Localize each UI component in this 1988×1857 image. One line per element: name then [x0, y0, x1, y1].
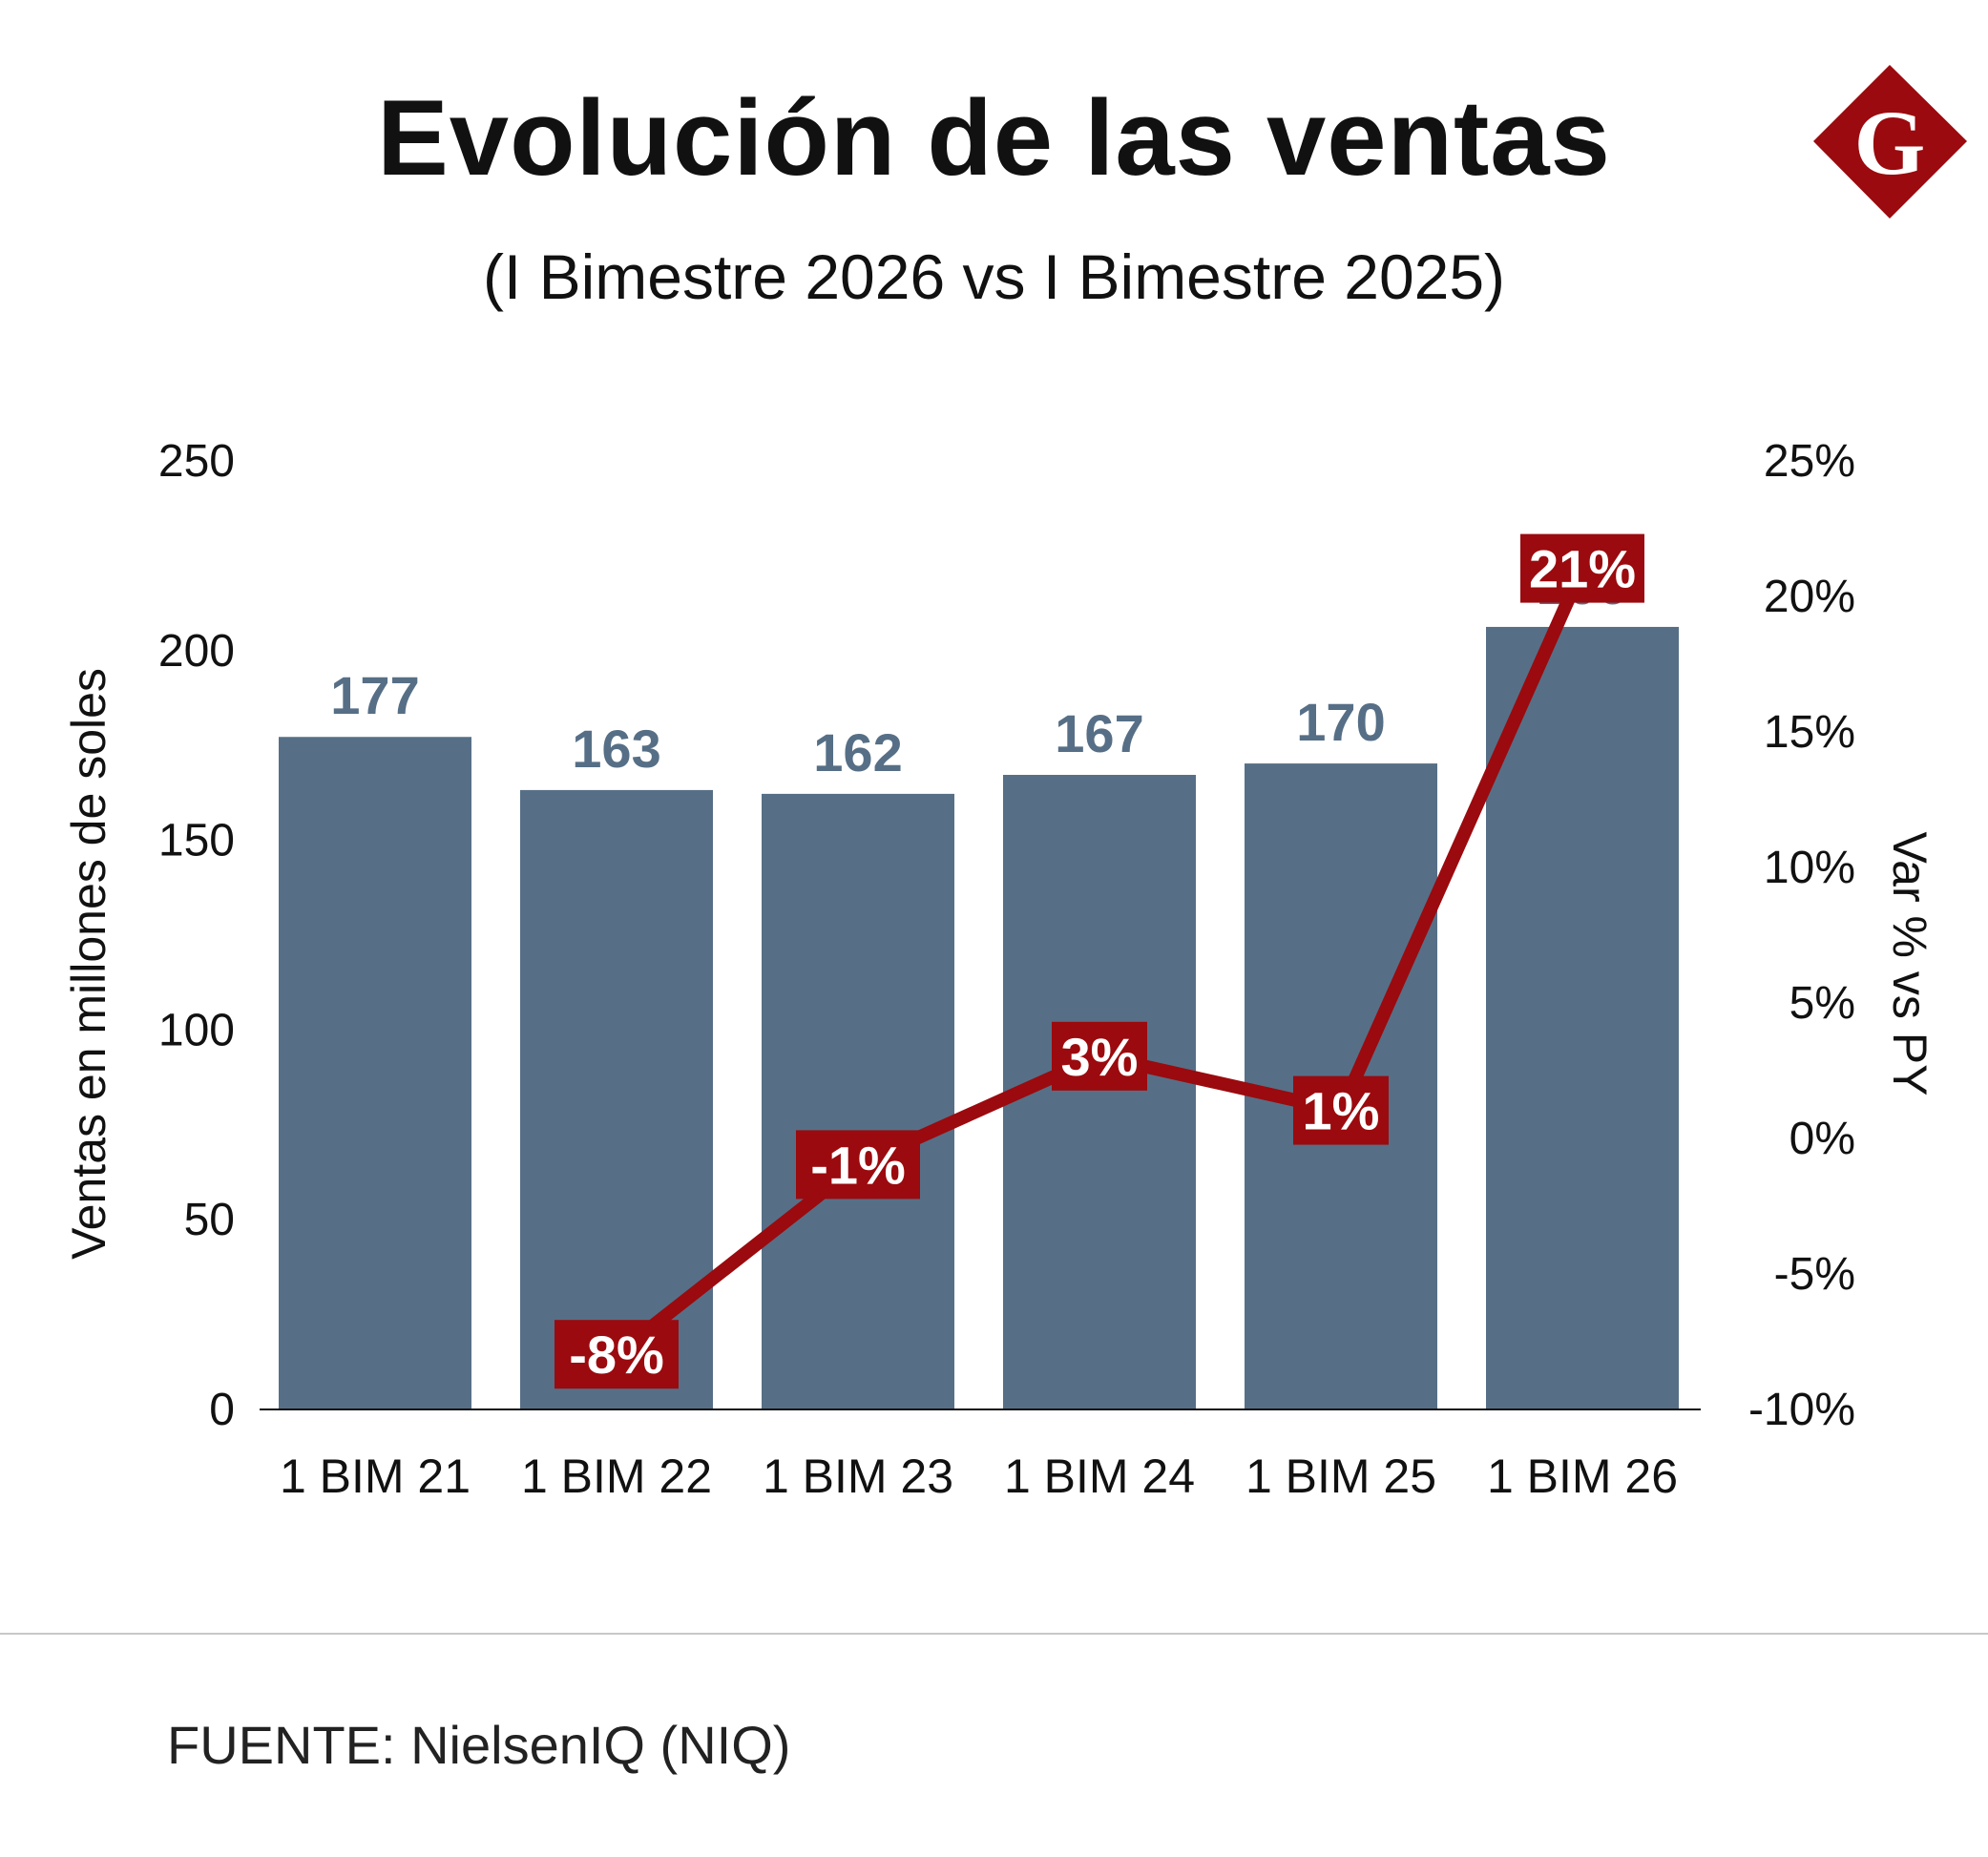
- variation-label: 3%: [1061, 1027, 1139, 1087]
- y2-tick-label: 5%: [1789, 978, 1855, 1029]
- variation-badge: [555, 1320, 679, 1389]
- brand-logo-letter: G: [1854, 92, 1926, 194]
- y2-tick-label: 10%: [1764, 843, 1855, 893]
- x-tick-label: 1 BIM 26: [1487, 1450, 1678, 1503]
- chart-title: Evolución de las ventas: [377, 78, 1611, 198]
- x-tick-label: 1 BIM 23: [763, 1450, 953, 1503]
- variation-label: -8%: [569, 1325, 664, 1385]
- x-tick-label: 1 BIM 24: [1004, 1450, 1195, 1503]
- x-tick-label: 1 BIM 25: [1245, 1450, 1436, 1503]
- bar: [762, 793, 954, 1408]
- bar: [1486, 626, 1679, 1408]
- variation-label: 1%: [1303, 1081, 1380, 1141]
- variation-label: -1%: [810, 1135, 906, 1195]
- bar: [520, 789, 713, 1408]
- brand-logo: G: [1813, 65, 1967, 219]
- y2-axis-title: Var % vs PY: [1883, 832, 1936, 1096]
- y2-tick-label: -10%: [1748, 1385, 1855, 1435]
- y-tick-label: 200: [158, 626, 235, 677]
- bar-value-label: 162: [813, 722, 902, 782]
- source-note: FUENTE: NielsenIQ (NIQ): [167, 1715, 791, 1775]
- bar: [279, 737, 471, 1408]
- bar-value-label: 170: [1296, 692, 1385, 752]
- bar-value-label: 163: [572, 719, 660, 779]
- variation-label: 21%: [1529, 539, 1636, 599]
- chart-subtitle: (I Bimestre 2026 vs I Bimestre 2025): [482, 241, 1506, 312]
- y-tick-label: 100: [158, 1005, 235, 1055]
- bar-value-label: 177: [330, 665, 419, 725]
- variation-badge: [1520, 533, 1644, 603]
- y2-tick-label: 20%: [1764, 572, 1855, 622]
- chart: 1771631621671702061 BIM 211 BIM 221 BIM …: [62, 436, 1936, 1503]
- y-tick-label: 50: [184, 1195, 235, 1245]
- variation-badge: [1293, 1075, 1389, 1145]
- x-tick-label: 1 BIM 21: [280, 1450, 471, 1503]
- y-axis-title: Ventas en millones de soles: [62, 668, 115, 1260]
- y2-tick-label: 25%: [1764, 436, 1855, 487]
- y2-tick-label: 0%: [1789, 1114, 1855, 1164]
- y2-tick-label: -5%: [1774, 1249, 1855, 1300]
- x-tick-label: 1 BIM 22: [521, 1450, 712, 1503]
- variation-badge: [1052, 1021, 1147, 1091]
- y2-tick-label: 15%: [1764, 707, 1855, 758]
- bar-value-label: 167: [1055, 703, 1143, 763]
- y-tick-label: 0: [209, 1385, 235, 1435]
- variation-badge: [796, 1130, 920, 1200]
- footer-divider: [0, 1633, 1988, 1635]
- y-tick-label: 250: [158, 436, 235, 487]
- y-tick-label: 150: [158, 816, 235, 866]
